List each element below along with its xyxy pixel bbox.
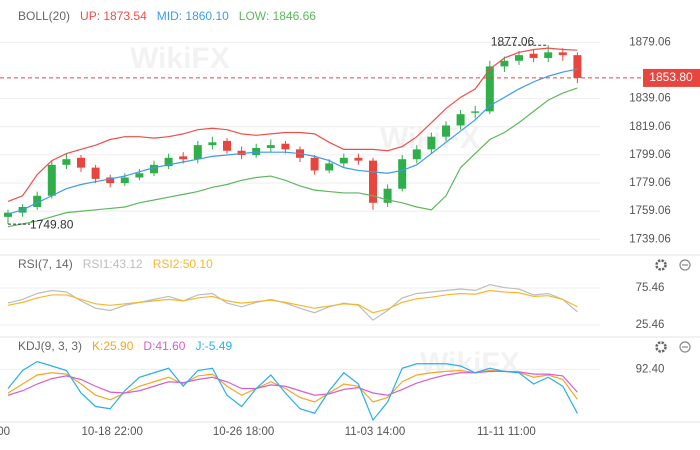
candle-body xyxy=(398,159,407,189)
circle xyxy=(679,259,691,271)
close-icon[interactable] xyxy=(679,259,691,271)
panel-title: KDJ(9, 3, 3) xyxy=(18,339,82,353)
last-price-badge xyxy=(643,68,700,87)
gear xyxy=(655,259,667,271)
candle-body xyxy=(47,164,56,196)
indicator-line xyxy=(7,360,578,422)
candle-body xyxy=(208,142,217,146)
candle-body xyxy=(33,195,42,208)
legend-entry: J:-5.49 xyxy=(195,339,232,353)
watermark: WikiFX xyxy=(130,42,230,75)
legend-entry: MID: 1860.10 xyxy=(157,9,229,23)
legend-entry: K:25.90 xyxy=(92,339,134,353)
candle-body xyxy=(106,177,115,184)
candle-body xyxy=(544,52,553,58)
candle-body xyxy=(471,111,480,113)
candle-body xyxy=(91,167,100,179)
x-tick-label: 11-03 14:00 xyxy=(345,426,406,438)
y-tick-label: 25.46 xyxy=(636,319,665,331)
close-icon[interactable] xyxy=(679,341,691,353)
last-price-label: 1853.80 xyxy=(649,70,693,84)
legend-entry: RSI2:50.10 xyxy=(153,257,213,271)
annotation-label: 1877.06 xyxy=(491,34,535,48)
indicator-line xyxy=(7,283,578,321)
candle-body xyxy=(325,163,334,171)
candle-body xyxy=(135,173,144,178)
candle-body xyxy=(339,157,348,164)
candle-body xyxy=(120,177,129,184)
candle-body xyxy=(485,66,494,112)
candle-body xyxy=(427,136,436,150)
candle-body xyxy=(456,114,465,126)
candle-body xyxy=(383,188,392,203)
x-tick-label: 10-18 22:00 xyxy=(82,426,143,438)
candle-body xyxy=(62,159,71,165)
candle-body xyxy=(412,149,421,160)
candle-body xyxy=(164,157,173,167)
gear xyxy=(655,341,667,353)
candle-body xyxy=(77,157,85,168)
candle-body xyxy=(252,147,261,155)
candle-body xyxy=(515,55,523,61)
y-tick-label: 1839.06 xyxy=(629,93,671,105)
annotation-label: 1749.80 xyxy=(30,217,74,231)
y-tick-label: 92.40 xyxy=(636,363,665,375)
candle-body xyxy=(310,157,319,171)
candle-body xyxy=(529,53,538,58)
indicator-line xyxy=(7,87,578,228)
indicator-line xyxy=(7,370,578,396)
candle-body xyxy=(193,145,202,160)
candle-body xyxy=(558,52,567,56)
y-tick-label: 1799.06 xyxy=(629,149,671,161)
settings-icon[interactable] xyxy=(655,259,667,271)
y-tick-label: 75.46 xyxy=(636,282,665,294)
legend-entry: UP: 1873.54 xyxy=(80,9,147,23)
panel-title: BOLL(20) xyxy=(18,9,70,23)
candle-body xyxy=(237,150,246,155)
indicator-line xyxy=(7,289,578,314)
y-tick-label: 1879.06 xyxy=(629,36,671,48)
settings-icon[interactable] xyxy=(655,341,667,353)
candle-body xyxy=(369,160,377,203)
legend-entry: RSI1:43.12 xyxy=(83,257,143,271)
candle-body xyxy=(442,125,450,137)
candle-body xyxy=(354,157,363,161)
x-tick-label: 10-26 18:00 xyxy=(213,426,274,438)
indicator-line xyxy=(7,68,578,215)
candle-body xyxy=(223,140,231,151)
legend-entry: D:41.60 xyxy=(143,339,185,353)
panel-title: RSI(7, 14) xyxy=(18,257,73,271)
candle-body xyxy=(500,60,509,67)
legend-entry: LOW: 1846.66 xyxy=(239,9,316,23)
circle xyxy=(679,341,691,353)
y-tick-label: 1759.06 xyxy=(629,205,671,217)
x-tick-label: 11-11 11:00 xyxy=(477,426,536,438)
candle-body xyxy=(281,143,290,150)
y-tick-label: 1739.06 xyxy=(629,233,671,245)
y-tick-label: 1819.06 xyxy=(629,121,671,133)
candle-body xyxy=(179,156,188,160)
x-tick-label: 00 xyxy=(0,426,10,438)
candle-body xyxy=(150,164,158,174)
y-tick-label: 1779.06 xyxy=(629,177,671,189)
candle-body xyxy=(266,145,275,148)
indicator-line xyxy=(7,47,578,202)
candle-body xyxy=(4,212,12,217)
candle-body xyxy=(573,55,582,78)
